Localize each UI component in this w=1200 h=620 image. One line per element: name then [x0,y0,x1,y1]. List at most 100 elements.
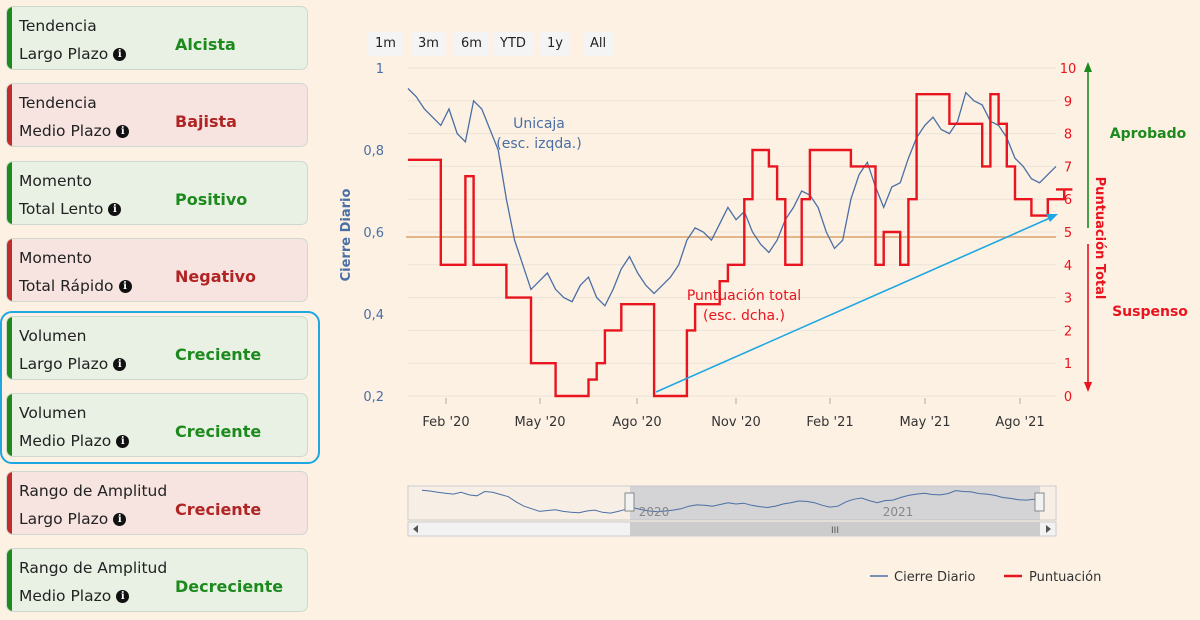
y-right-tick: 9 [1064,95,1072,110]
indicator-title: Volumen [19,327,87,345]
range-button-all[interactable]: All [583,32,614,56]
indicator-subtitle-text: Total Lento [19,200,104,218]
range-button-1y[interactable]: 1y [540,32,570,56]
scrollbar-thumb[interactable] [630,522,1040,536]
status-bar [7,239,12,301]
y-right-tick: 5 [1064,226,1072,241]
x-tick-label: May '20 [514,415,565,430]
status-bar [7,162,12,224]
indicator-value: Bajista [175,112,237,131]
y-left-tick: 1 [376,62,384,77]
info-icon[interactable]: i [108,202,122,216]
indicator-card: Tendencia Medio Plazo i Bajista [6,83,308,147]
indicator-value: Decreciente [175,577,284,596]
indicator-title: Tendencia [19,17,97,35]
info-icon[interactable]: i [116,434,130,448]
navigator-year-2021: 2021 [883,505,914,519]
y-right-tick: 2 [1064,324,1072,339]
indicator-subtitle-text: Medio Plazo [19,432,112,450]
indicator-subtitle: Largo Plazo i [19,45,127,63]
info-icon[interactable]: i [116,124,130,138]
indicator-card: Rango de Amplitud Medio Plazo i Decrecien… [6,548,308,612]
indicator-title: Volumen [19,404,87,422]
indicator-card: Tendencia Largo Plazo i Alcista [6,6,308,70]
legend-price-label[interactable]: Cierre Diario [894,570,976,585]
x-tick-label: Feb '20 [422,415,469,430]
y-right-tick: 7 [1064,160,1072,175]
indicator-title: Momento [19,249,92,267]
grid [408,67,1056,397]
y-left-tick: 0,8 [363,144,384,159]
scroll-right-icon[interactable] [1046,525,1051,533]
indicator-value: Positivo [175,190,248,209]
score-annotation-line1: Puntuación total [687,288,801,304]
status-bar [7,7,12,69]
y-right-tick: 6 [1064,193,1072,208]
y-right-tick: 0 [1064,390,1072,405]
indicator-subtitle-text: Largo Plazo [19,45,109,63]
failed-label: Suspenso [1112,304,1188,320]
y-right-tick: 10 [1060,62,1077,77]
x-tick-label: Feb '21 [806,415,853,430]
info-icon[interactable]: i [116,589,130,603]
x-axis: Feb '20 May '20 Ago '20 Nov '20 Feb '21 May '… [422,398,1045,430]
trend-arrowhead [1046,214,1058,222]
range-button-6m[interactable]: 6m [454,32,489,56]
indicator-subtitle: Medio Plazo i [19,587,130,605]
indicator-card: Volumen Medio Plazo i Creciente [6,393,308,457]
x-tick-label: May '21 [899,415,950,430]
range-button-3m[interactable]: 3m [411,32,446,56]
y-left-tick: 0,6 [363,226,384,241]
indicator-card: Rango de Amplitud Largo Plazo i Creciente [6,471,308,535]
legend-score-label[interactable]: Puntuación [1029,570,1101,585]
navigator-handle-right[interactable] [1034,492,1045,512]
navigator-handle-left[interactable] [624,492,635,512]
approved-label: Aprobado [1110,126,1187,142]
range-button-1m[interactable]: 1m [368,32,403,56]
indicator-subtitle: Medio Plazo i [19,122,130,140]
x-tick-label: Nov '20 [711,415,761,430]
indicator-subtitle: Total Lento i [19,200,122,218]
y-right-title: Puntuación Total [1092,177,1107,300]
indicator-value: Negativo [175,267,257,286]
indicator-subtitle-text: Total Rápido [19,277,114,295]
y-axis-right: 0 1 2 3 4 5 6 7 8 9 10 [1060,62,1077,405]
x-tick-label: Ago '21 [995,415,1044,430]
y-right-tick: 8 [1064,128,1072,143]
scroll-left-icon[interactable] [413,525,418,533]
price-annotation-line1: Unicaja [513,116,565,132]
info-icon[interactable]: i [113,47,127,61]
navigator-year-2020: 2020 [639,505,670,519]
indicator-subtitle: Medio Plazo i [19,432,130,450]
indicator-subtitle-text: Medio Plazo [19,122,112,140]
indicator-subtitle-text: Largo Plazo [19,510,109,528]
info-icon[interactable]: i [113,357,127,371]
indicator-subtitle-text: Largo Plazo [19,355,109,373]
info-icon[interactable]: i [113,512,127,526]
info-icon[interactable]: i [118,279,132,293]
scrollbar-track[interactable] [407,521,1057,537]
trend-arrow [655,217,1051,393]
y-left-tick: 0,4 [363,308,384,323]
navigator-frame [407,485,1057,521]
status-bar [7,549,12,611]
indicator-subtitle: Largo Plazo i [19,510,127,528]
indicator-title: Tendencia [19,94,97,112]
navigator-selection[interactable] [630,486,1040,520]
range-button-ytd[interactable]: YTD [493,32,533,56]
status-bar [7,84,12,146]
indicator-title: Rango de Amplitud [19,482,168,500]
indicator-value: Creciente [175,345,262,364]
score-series-line [408,93,1073,398]
y-axis-left: 0,2 0,4 0,6 0,8 1 [363,62,384,405]
y-left-title: Cierre Diario [339,189,354,282]
status-bar [7,394,12,456]
indicator-title: Rango de Amplitud [19,559,168,577]
y-right-tick: 1 [1064,357,1072,372]
indicator-card: Momento Total Lento i Positivo [6,161,308,225]
y-left-tick: 0,2 [363,390,384,405]
indicator-card: Momento Total Rápido i Negativo [6,238,308,302]
failed-arrowhead [1084,382,1092,392]
indicator-value: Creciente [175,500,262,519]
indicator-card: Volumen Largo Plazo i Creciente [6,316,308,380]
